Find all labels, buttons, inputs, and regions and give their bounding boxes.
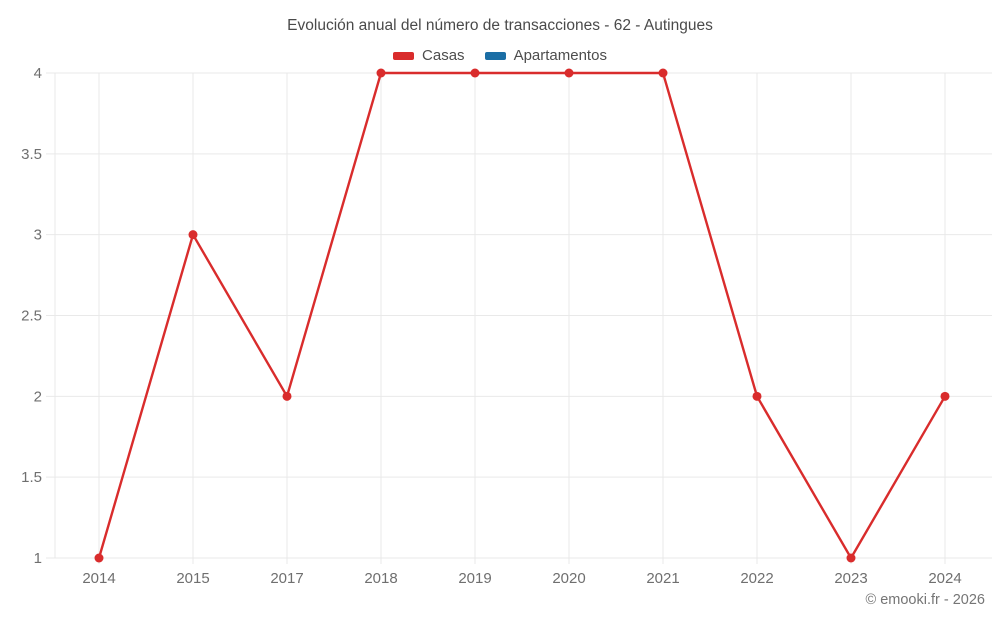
x-tick-label: 2019 [458, 570, 491, 587]
y-tick-label: 3 [34, 227, 42, 244]
y-tick-label: 3.5 [21, 146, 42, 163]
legend-swatch-icon [393, 51, 415, 60]
series-line-casas[interactable] [97, 71, 947, 560]
x-tick-label: 2023 [834, 570, 867, 587]
x-tick-label: 2014 [82, 570, 115, 587]
x-tick-label: 2018 [364, 570, 397, 587]
data-point-casas-2020[interactable] [564, 68, 574, 78]
data-point-casas-2015[interactable] [188, 230, 198, 240]
y-tick-label: 4 [34, 65, 42, 82]
data-point-casas-2024[interactable] [940, 391, 950, 401]
copyright-attribution: © emooki.fr - 2026 [865, 592, 985, 608]
chart-title: Evolución anual del número de transaccio… [287, 17, 713, 34]
y-tick-label: 1.5 [21, 469, 42, 486]
data-point-casas-2017[interactable] [282, 391, 292, 401]
data-point-casas-2023[interactable] [846, 553, 856, 563]
data-point-casas-2022[interactable] [752, 391, 762, 401]
data-point-casas-2019[interactable] [470, 68, 480, 78]
legend-label: Casas [422, 47, 465, 64]
data-point-casas-2014[interactable] [94, 553, 104, 563]
y-tick-label: 2 [34, 388, 42, 405]
y-tick-label: 2.5 [21, 308, 42, 325]
data-point-casas-2018[interactable] [376, 68, 386, 78]
x-tick-label: 2015 [176, 570, 209, 587]
x-tick-label: 2021 [646, 570, 679, 587]
x-tick-label: 2020 [552, 570, 585, 587]
legend-label: Apartamentos [513, 47, 607, 64]
legend-item-apartamentos[interactable]: Apartamentos [484, 47, 607, 64]
legend: Casas Apartamentos [0, 47, 1000, 64]
legend-swatch-icon [484, 51, 506, 60]
data-point-casas-2021[interactable] [658, 68, 668, 78]
x-tick-label: 2017 [270, 570, 303, 587]
y-tick-label: 1 [34, 550, 42, 567]
x-tick-label: 2024 [928, 570, 961, 587]
x-tick-label: 2022 [740, 570, 773, 587]
legend-item-casas[interactable]: Casas [393, 47, 465, 64]
